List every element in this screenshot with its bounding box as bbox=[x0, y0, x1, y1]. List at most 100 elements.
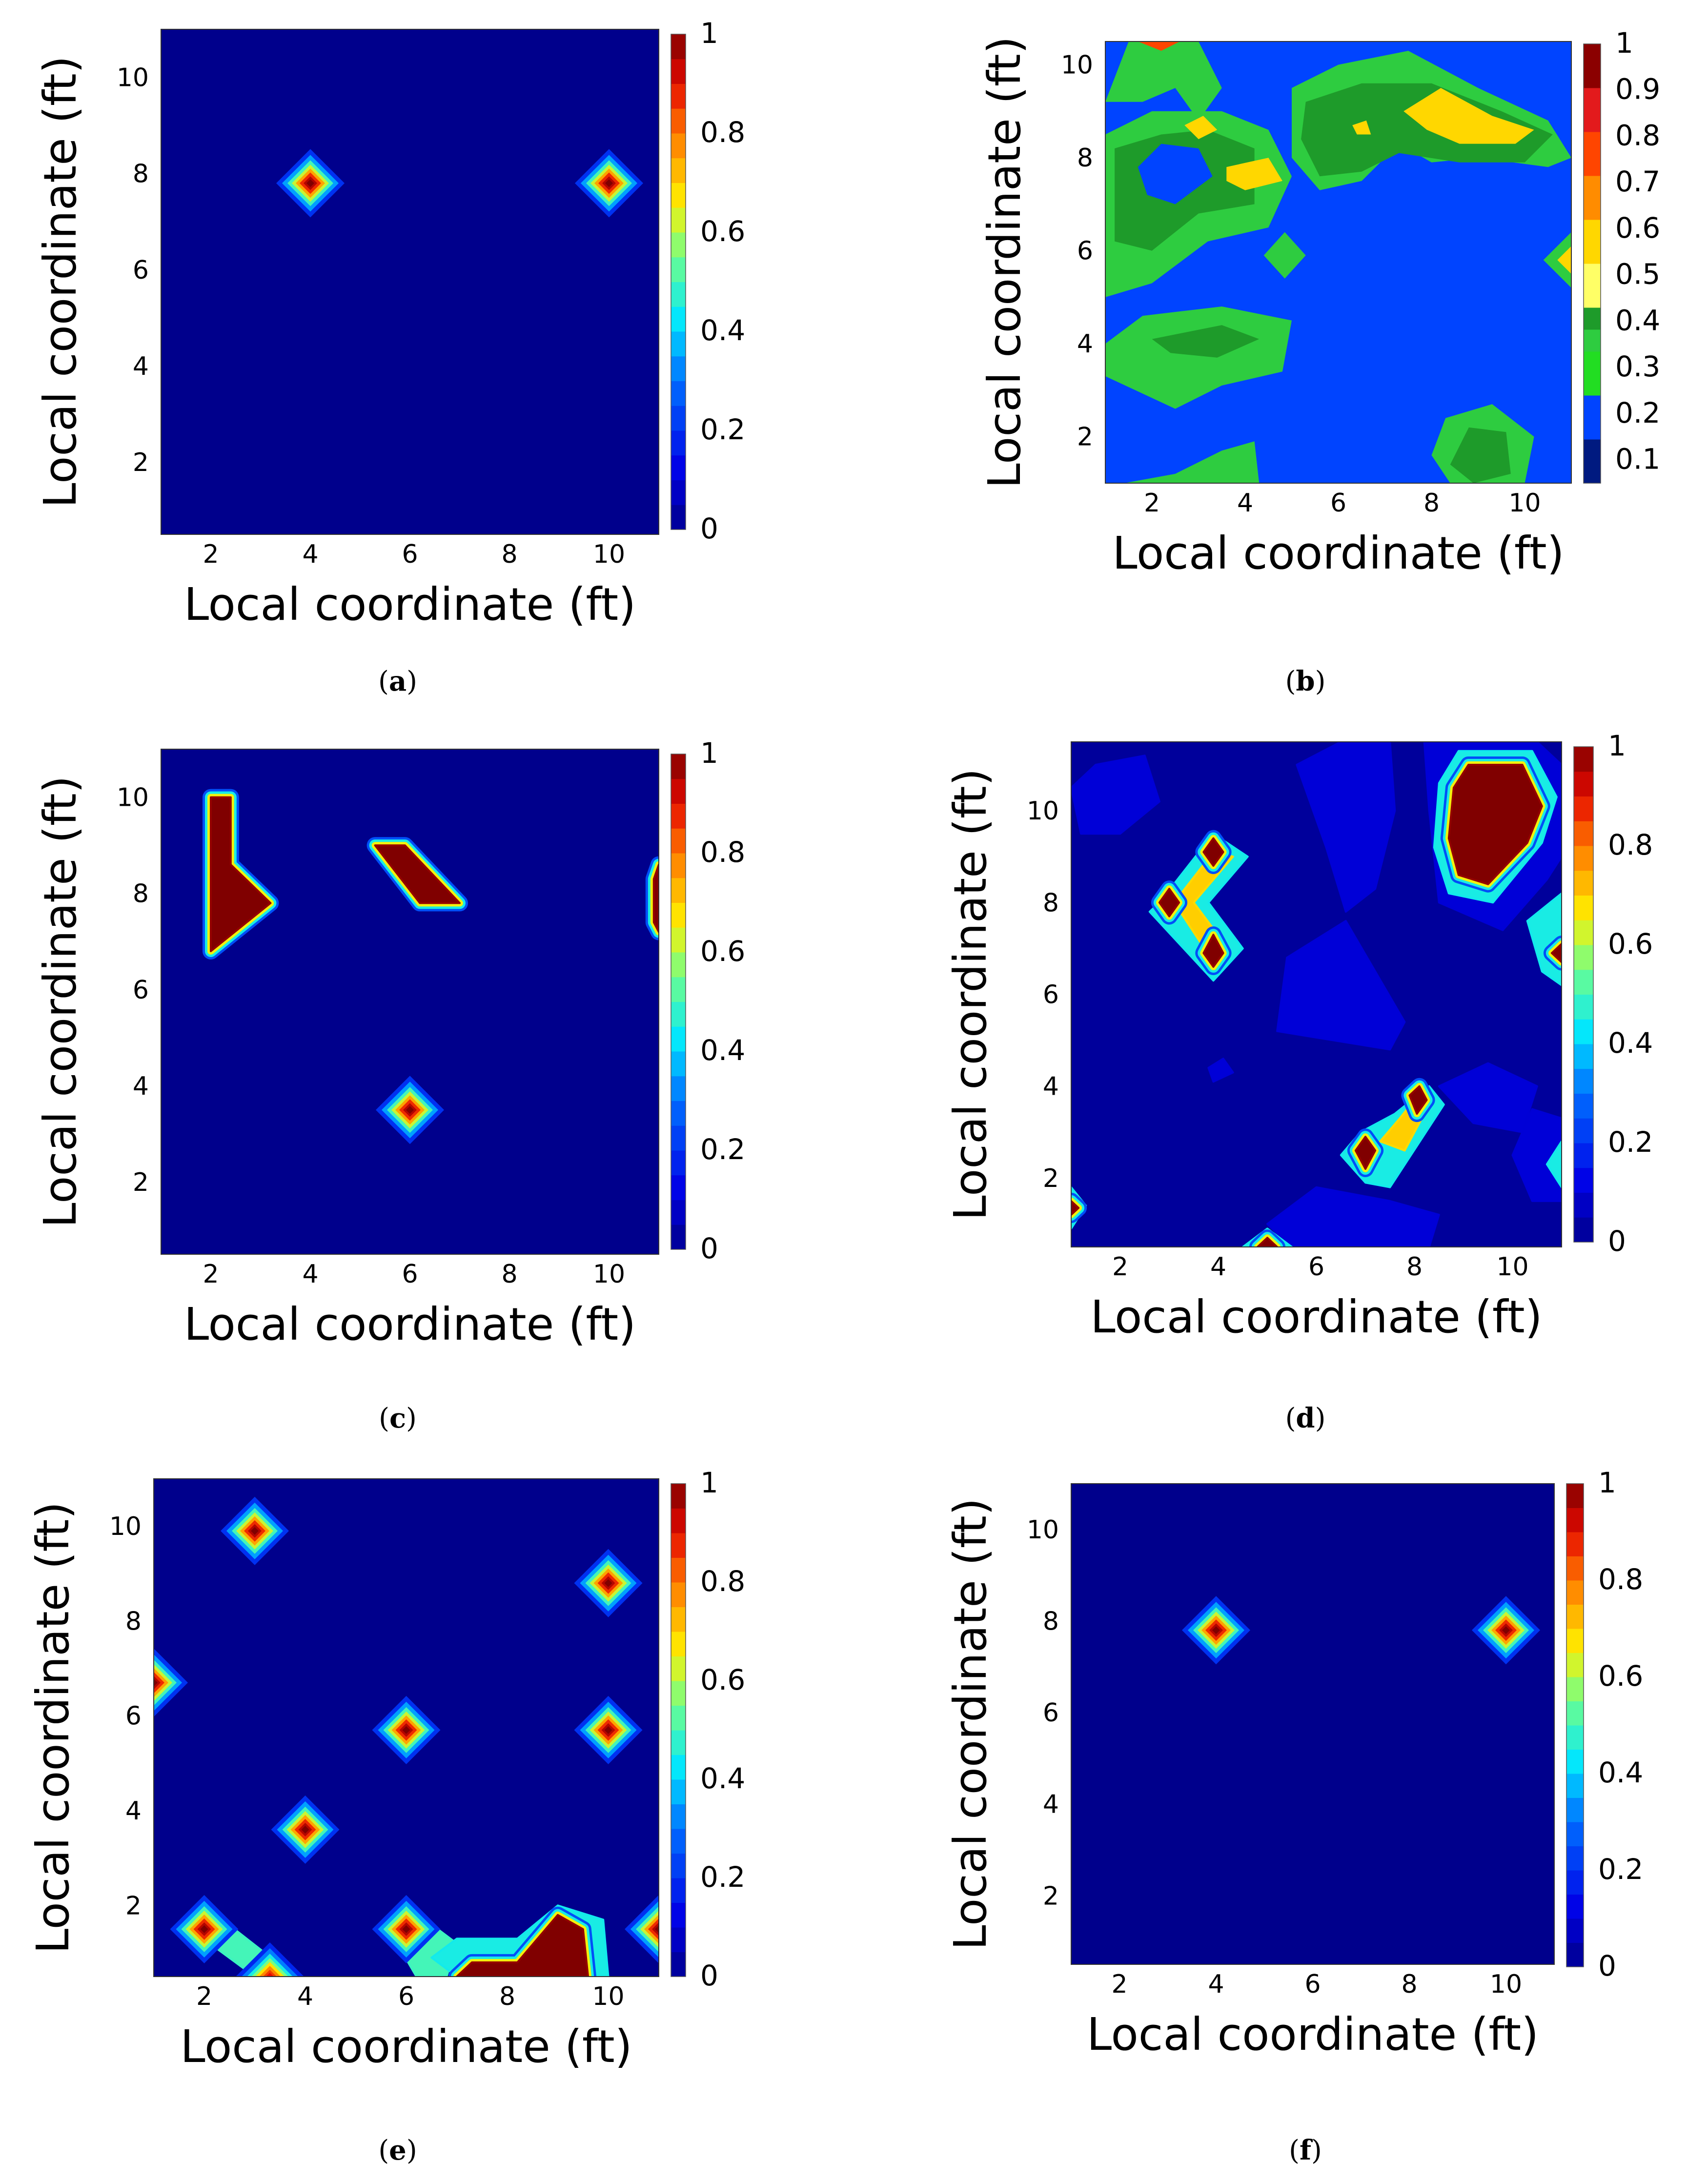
colorbar-tick-label: 0.8 bbox=[1608, 828, 1653, 861]
colorbar-band bbox=[1574, 796, 1593, 821]
peak-spot-1 bbox=[575, 149, 643, 218]
colorbar-band bbox=[1584, 242, 1601, 264]
colorbar-band bbox=[1584, 198, 1601, 220]
contour-region-3 bbox=[1276, 920, 1406, 1051]
colorbar-band bbox=[671, 1804, 686, 1829]
colorbar-band bbox=[1584, 132, 1601, 154]
peak-spot-0 bbox=[376, 1076, 444, 1144]
x-tick-label: 8 bbox=[1423, 489, 1440, 518]
colorbar-band bbox=[671, 1150, 686, 1176]
contour-region-12 bbox=[1543, 232, 1571, 288]
colorbar-band bbox=[671, 1779, 686, 1804]
colorbar-tick-label: 0.4 bbox=[700, 1034, 745, 1067]
colorbar-tick-label: 0.6 bbox=[700, 1663, 745, 1696]
colorbar-band bbox=[671, 1656, 686, 1681]
colorbar-band bbox=[1566, 1846, 1584, 1871]
colorbar-tick-label: 0.8 bbox=[700, 836, 745, 869]
x-tick-label: 4 bbox=[1208, 1970, 1224, 1999]
colorbar-band bbox=[1574, 1217, 1593, 1243]
colorbar-band bbox=[671, 1225, 686, 1250]
peak-spot-0 bbox=[221, 1496, 289, 1565]
colorbar-band bbox=[1584, 88, 1601, 110]
colorbar-band bbox=[671, 1952, 686, 1977]
colorbar-band bbox=[671, 1705, 686, 1731]
colorbar-band bbox=[671, 480, 686, 505]
colorbar-band bbox=[1584, 373, 1601, 396]
y-tick-label: 2 bbox=[1043, 1881, 1059, 1911]
contour-region-18 bbox=[1450, 427, 1511, 483]
colorbar-band bbox=[671, 1730, 686, 1755]
plot-frame bbox=[1071, 741, 1562, 1247]
x-tick-label: 6 bbox=[398, 1982, 414, 2011]
y-tick-label: 4 bbox=[133, 1072, 149, 1101]
contour-region-8 bbox=[1184, 116, 1218, 140]
colorbar-tick-label: 0.8 bbox=[1615, 119, 1660, 152]
colorbar-band bbox=[1574, 1068, 1593, 1094]
colorbar-tick-label: 1 bbox=[700, 1466, 718, 1499]
x-tick-label: 8 bbox=[501, 540, 517, 569]
colorbar-tick-label: 0 bbox=[700, 512, 718, 545]
colorbar-band bbox=[1574, 1192, 1593, 1218]
x-axis-label: Local coordinate (ft) bbox=[1090, 1291, 1542, 1343]
contour-region-16 bbox=[1124, 441, 1260, 483]
colorbar-tick-label: 0 bbox=[1608, 1225, 1626, 1258]
y-tick-label: 10 bbox=[117, 63, 149, 93]
colorbar-band bbox=[671, 803, 686, 829]
panel-caption: (f) bbox=[1289, 2134, 1322, 2166]
colorbar-band bbox=[1574, 920, 1593, 945]
y-tick-label: 8 bbox=[125, 1607, 142, 1636]
colorbar-tick-label: 0.6 bbox=[700, 935, 745, 968]
y-tick-label: 8 bbox=[133, 160, 149, 189]
colorbar-band bbox=[671, 381, 686, 406]
y-tick-label: 4 bbox=[1043, 1790, 1059, 1819]
x-tick-label: 2 bbox=[203, 540, 219, 569]
colorbar-band bbox=[671, 356, 686, 381]
plot-frame bbox=[153, 1478, 659, 1977]
colorbar-band bbox=[1574, 969, 1593, 995]
colorbar-band bbox=[1584, 329, 1601, 352]
y-tick-label: 6 bbox=[1077, 237, 1093, 266]
contour-region-3 bbox=[1138, 143, 1213, 204]
colorbar-band bbox=[1584, 461, 1601, 484]
colorbar-tick-label: 0.4 bbox=[1608, 1026, 1653, 1060]
contour-region-9 bbox=[1352, 120, 1371, 135]
colorbar-band bbox=[671, 306, 686, 332]
colorbar-band bbox=[1584, 110, 1601, 132]
contour-region-20 bbox=[1408, 1085, 1428, 1115]
y-tick-label: 6 bbox=[133, 256, 149, 285]
y-tick-label: 6 bbox=[125, 1702, 142, 1731]
y-tick-label: 10 bbox=[109, 1512, 142, 1541]
contour-region-13 bbox=[1557, 246, 1571, 274]
x-tick-label: 6 bbox=[402, 540, 418, 569]
colorbar-band bbox=[671, 282, 686, 307]
colorbar-band bbox=[1566, 1701, 1584, 1726]
x-tick-label: 6 bbox=[1304, 1970, 1321, 1999]
y-tick-label: 6 bbox=[133, 976, 149, 1005]
colorbar: 0.1 0.2 0.3 0.4 0.5 0.6 0.7 0.8 0.9 1 bbox=[1583, 26, 1660, 484]
colorbar-band bbox=[1566, 1942, 1584, 1967]
colorbar-band bbox=[1574, 1167, 1593, 1193]
contour-region-16 bbox=[1550, 943, 1562, 963]
colorbar-band bbox=[1574, 1143, 1593, 1168]
colorbar-band bbox=[671, 1607, 686, 1632]
colorbar-tick-label: 0.2 bbox=[1608, 1125, 1653, 1159]
colorbar-tick-label: 0.8 bbox=[700, 1565, 745, 1598]
contour-region-10 bbox=[1158, 888, 1180, 918]
colorbar-band bbox=[1574, 771, 1593, 796]
colorbar-band bbox=[671, 927, 686, 953]
contour-region-12 bbox=[1202, 934, 1224, 968]
plot-background bbox=[1071, 1484, 1554, 1964]
colorbar-tick-label: 1 bbox=[700, 736, 718, 770]
colorbar-tick-label: 0.2 bbox=[700, 413, 745, 446]
colorbar-band bbox=[1584, 176, 1601, 198]
colorbar-band bbox=[1566, 1919, 1584, 1943]
contour-region-1 bbox=[1296, 742, 1396, 913]
colorbar-frame bbox=[671, 34, 686, 530]
colorbar-tick-label: 0.6 bbox=[1615, 211, 1660, 245]
colorbar-band bbox=[1574, 1019, 1593, 1044]
plot-area bbox=[154, 1496, 659, 1977]
